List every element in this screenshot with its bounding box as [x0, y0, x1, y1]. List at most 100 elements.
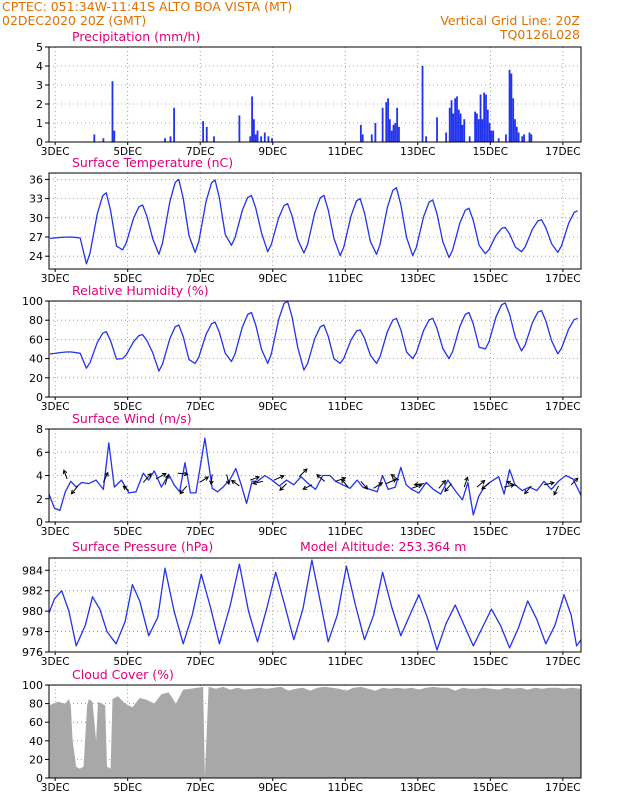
wind-arrow-head — [62, 469, 68, 475]
wind-arrow — [570, 477, 579, 486]
x-tick-label: 13DEC — [400, 656, 435, 668]
precip-bar — [390, 130, 393, 142]
panel-title: Relative Humidity (%) — [72, 283, 209, 298]
wind-arrow — [360, 480, 369, 490]
x-tick-label: 15DEC — [473, 526, 508, 538]
wind-arrow — [230, 479, 240, 487]
x-tick-label: 3DEC — [41, 146, 70, 158]
wind-arrow-shaft — [179, 485, 188, 494]
wind-arrow — [444, 483, 452, 493]
wind-arrow — [177, 471, 189, 477]
precip-bar — [508, 69, 511, 142]
precip-bar — [421, 66, 424, 142]
series-line — [50, 300, 578, 372]
y-tick-label: 976 — [22, 646, 43, 659]
wind-arrow-head — [204, 476, 210, 481]
precip-bar — [359, 124, 362, 142]
wind-arrow-shaft — [102, 472, 109, 483]
precip-bar — [385, 102, 388, 142]
x-tick-label: 5DEC — [113, 782, 142, 794]
precip-bar — [523, 134, 525, 142]
wind-arrow-shaft — [316, 474, 325, 482]
wind-arrow — [102, 471, 109, 483]
wind-arrow-shaft — [414, 483, 425, 486]
x-tick-label: 11DEC — [328, 146, 363, 158]
wind-arrow-shaft — [250, 476, 260, 481]
precip-bar — [111, 81, 114, 142]
model-altitude-label: Model Altitude: 253.364 m — [300, 539, 466, 554]
series-line — [48, 437, 582, 516]
wind-arrow — [373, 482, 384, 489]
precip-bar — [512, 98, 515, 142]
wind-arrow-shaft — [481, 482, 490, 490]
precip-bar — [249, 136, 252, 142]
precip-bar — [213, 136, 215, 142]
panel-title: Cloud Cover (%) — [72, 667, 174, 682]
wind-arrow — [225, 474, 231, 486]
wind-arrow-head — [444, 487, 449, 493]
y-tick-label: 6 — [36, 446, 43, 459]
precip-bar — [370, 134, 373, 142]
y-tick-label: 0 — [36, 772, 43, 785]
wind-arrow-head — [104, 471, 109, 477]
header-run-time: 02DEC2020 20Z (GMT) — [2, 13, 146, 28]
wind-arrow-head — [481, 485, 486, 490]
wind-arrow-shaft — [298, 468, 308, 478]
wind-arrow-head — [316, 474, 321, 479]
wind-arrow-shaft — [273, 475, 284, 481]
y-tick-label: 4 — [36, 60, 43, 73]
y-tick-label: 1 — [36, 117, 43, 130]
wind-arrow — [298, 468, 308, 478]
precip-bar — [398, 126, 400, 142]
wind-arrow — [438, 479, 447, 489]
precip-bar — [256, 130, 259, 142]
y-tick-label: 4 — [36, 470, 43, 483]
precip-bar — [461, 124, 464, 142]
x-tick-label: 3DEC — [41, 526, 70, 538]
y-tick-label: 40 — [29, 735, 43, 748]
precip-bar — [102, 138, 105, 142]
precip-bar — [528, 132, 531, 142]
panel-frame — [48, 46, 582, 143]
x-tick-label: 3DEC — [41, 656, 70, 668]
wind-arrow-head — [553, 490, 558, 496]
wind-arrow-shaft — [463, 477, 469, 488]
y-tick-label: 100 — [22, 295, 43, 308]
wind-arrow-shaft — [226, 474, 230, 485]
x-tick-label: 7DEC — [186, 401, 215, 413]
x-tick-label: 5DEC — [113, 146, 142, 158]
wind-arrow-shaft — [71, 485, 79, 494]
wind-arrow — [164, 473, 170, 485]
y-tick-label: 33 — [29, 193, 43, 206]
precip-bar — [505, 134, 507, 142]
precip-bar — [164, 138, 166, 142]
wind-arrow-shaft — [335, 477, 346, 482]
x-tick-label: 3DEC — [41, 782, 70, 794]
panel-title: Surface Pressure (hPa) — [72, 539, 213, 554]
wind-arrow-head — [122, 485, 128, 491]
series-line — [48, 559, 582, 651]
wind-arrow-shaft — [63, 470, 68, 480]
y-tick-label: 20 — [29, 753, 43, 766]
x-tick-label: 13DEC — [400, 782, 435, 794]
precip-bar — [254, 134, 257, 142]
precip-bar — [517, 132, 520, 142]
y-tick-label: 27 — [29, 231, 43, 244]
wind-arrow-shaft — [199, 476, 209, 483]
y-tick-label: 3 — [36, 79, 43, 92]
wind-arrow — [279, 483, 287, 491]
y-tick-label: 0 — [36, 136, 43, 149]
x-tick-label: 17DEC — [545, 146, 580, 158]
y-tick-label: 30 — [29, 212, 43, 225]
wind-arrow-shaft — [373, 482, 383, 489]
wind-arrow-shaft — [341, 479, 349, 488]
x-tick-label: 7DEC — [186, 782, 215, 794]
wind-arrow-head — [413, 482, 419, 487]
precip-bar — [476, 113, 478, 142]
wind-arrow-head — [549, 481, 555, 486]
wind-arrow-head — [279, 474, 285, 480]
wind-arrow — [62, 469, 68, 480]
y-tick-label: 982 — [22, 585, 43, 598]
x-tick-label: 11DEC — [328, 656, 363, 668]
wind-arrow-head — [230, 479, 236, 485]
